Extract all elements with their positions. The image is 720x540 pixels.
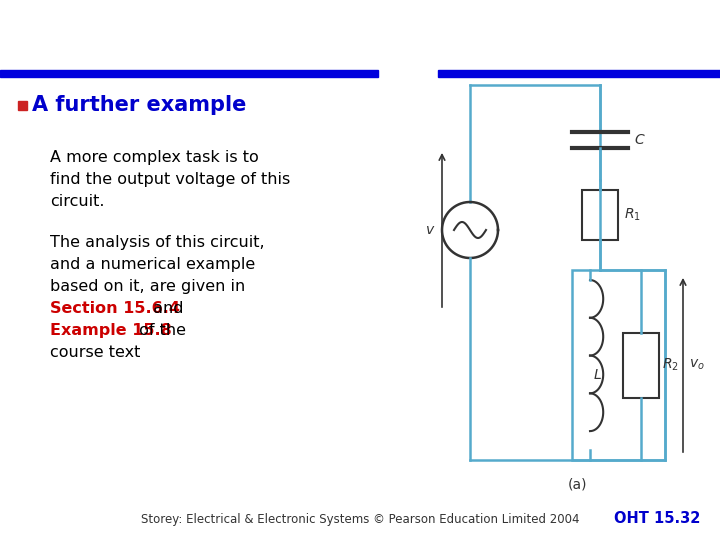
Text: $R_2$: $R_2$ xyxy=(662,357,680,373)
Text: circuit.: circuit. xyxy=(50,194,104,209)
Text: OHT 15.32: OHT 15.32 xyxy=(613,511,700,526)
Text: A more complex task is to: A more complex task is to xyxy=(50,150,258,165)
Text: (a): (a) xyxy=(568,478,588,492)
Text: C: C xyxy=(634,133,644,147)
Text: The analysis of this circuit,: The analysis of this circuit, xyxy=(50,235,265,250)
Text: L: L xyxy=(594,368,602,382)
Bar xyxy=(582,190,618,240)
Bar xyxy=(0,70,378,77)
Text: Example 15.8: Example 15.8 xyxy=(50,323,172,338)
Text: Storey: Electrical & Electronic Systems © Pearson Education Limited 2004: Storey: Electrical & Electronic Systems … xyxy=(140,513,580,526)
Bar xyxy=(18,101,27,110)
Text: Section 15.6.4: Section 15.6.4 xyxy=(50,301,180,316)
Text: find the output voltage of this: find the output voltage of this xyxy=(50,172,290,187)
Text: of the: of the xyxy=(134,323,186,338)
Text: $R_1$: $R_1$ xyxy=(624,207,641,223)
Text: and: and xyxy=(148,301,184,316)
Bar xyxy=(572,270,665,460)
Bar xyxy=(623,333,659,397)
Text: $v_o$: $v_o$ xyxy=(689,358,705,372)
Bar xyxy=(438,70,720,77)
Text: A further example: A further example xyxy=(32,95,246,115)
Text: based on it, are given in: based on it, are given in xyxy=(50,279,246,294)
Text: and a numerical example: and a numerical example xyxy=(50,257,256,272)
Text: v: v xyxy=(426,223,434,237)
Text: course text: course text xyxy=(50,345,140,360)
